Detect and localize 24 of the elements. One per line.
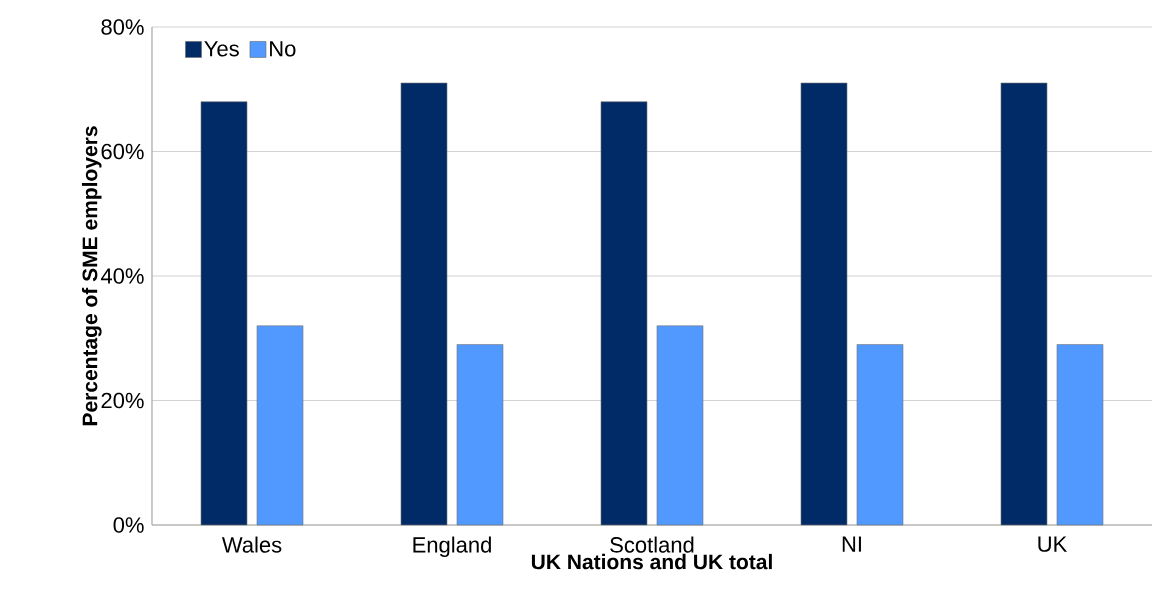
legend-label: No [270,41,296,57]
bar [800,82,848,526]
bar [856,344,904,526]
x-tick-label: NI [842,536,861,552]
y-axis-title: Percentage of SME employers [81,126,102,426]
x-tick-label: UK [1038,536,1068,552]
y-tick-label: 0% [113,517,144,533]
bar [600,101,648,526]
bar [256,325,304,526]
x-tick-label: Wales [221,536,282,553]
x-tick-label: Scotland [610,536,694,553]
y-tick-label: 40% [100,268,144,284]
bar [200,101,248,526]
bar [1056,344,1104,526]
bar [1000,82,1048,526]
y-tick-label: 20% [101,392,144,409]
y-tick-label: 60% [101,143,144,160]
legend-label: Yes [204,41,239,57]
bar [456,344,504,526]
bar [656,325,704,526]
x-axis-title: UK Nations and UK total [531,553,772,570]
bar [400,82,448,526]
y-tick-label: 80% [101,19,144,35]
x-tick-label: England [413,536,491,558]
